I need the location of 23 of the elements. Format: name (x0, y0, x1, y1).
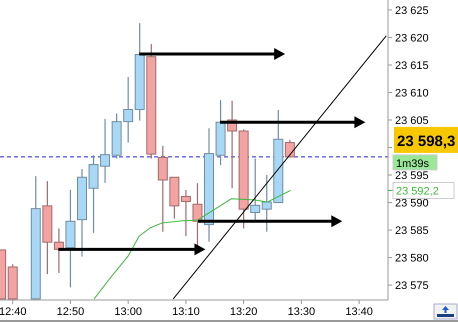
y-tick-label: 23 625 (395, 4, 429, 17)
text: 23 592,2 (396, 185, 439, 198)
y-tick-label: 23 610 (395, 87, 429, 100)
x-tick-label: 13:40 (345, 306, 373, 318)
y-tick-label: 23 605 (395, 114, 429, 127)
y-tick-label: 23 575 (395, 280, 429, 292)
x-tick-label: 13:30 (288, 306, 316, 318)
candlestick (192, 182, 202, 248)
x-tick-label: 12:50 (56, 306, 84, 318)
x-tick-label: 13:10 (172, 306, 200, 318)
candlestick (250, 158, 260, 221)
y-tick-label: 23 595 (395, 170, 429, 182)
x-tick-label: 12:40 (0, 306, 26, 318)
y-tick-label: 23 580 (395, 252, 429, 264)
y-tick-label: 23 620 (395, 32, 429, 44)
ref-line-label: 23 598,3 (397, 132, 456, 150)
y-tick-label: 23 590 (395, 197, 429, 210)
text: 1m39s (396, 158, 430, 170)
y-tick-label: 23 585 (395, 224, 429, 237)
y-tick-label: 23 615 (395, 60, 429, 72)
x-tick-label: 13:00 (114, 306, 142, 318)
x-tick-label: 13:20 (230, 306, 258, 318)
line-series (94, 190, 291, 300)
